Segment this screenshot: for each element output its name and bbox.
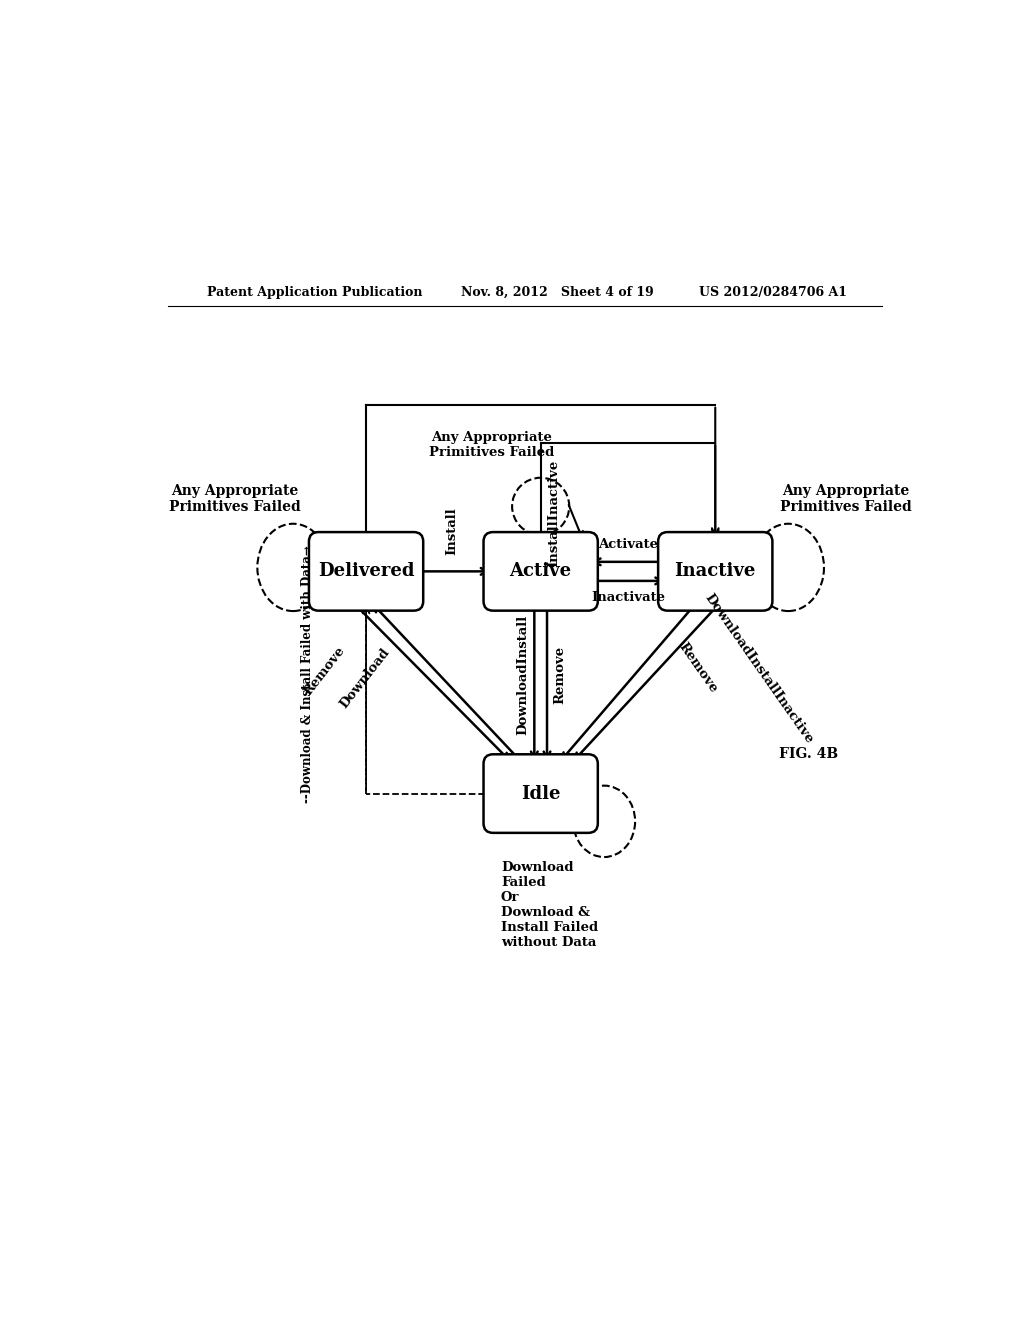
Text: Nov. 8, 2012   Sheet 4 of 19: Nov. 8, 2012 Sheet 4 of 19	[462, 285, 654, 298]
Text: Patent Application Publication: Patent Application Publication	[207, 285, 423, 298]
Text: --Download & Install Failed with Data→: --Download & Install Failed with Data→	[301, 545, 314, 804]
Text: Any Appropriate
Primitives Failed: Any Appropriate Primitives Failed	[429, 430, 554, 458]
Text: Any Appropriate
Primitives Failed: Any Appropriate Primitives Failed	[169, 484, 301, 515]
Text: Inactive: Inactive	[675, 562, 756, 581]
Text: Remove: Remove	[302, 644, 348, 697]
Text: Remove: Remove	[676, 640, 720, 696]
Text: US 2012/0284706 A1: US 2012/0284706 A1	[699, 285, 848, 298]
Text: FIG. 4B: FIG. 4B	[779, 747, 838, 760]
Text: DownloadInstallInactive: DownloadInstallInactive	[702, 591, 816, 746]
Text: Idle: Idle	[521, 784, 560, 803]
FancyBboxPatch shape	[658, 532, 772, 611]
Text: Delivered: Delivered	[317, 562, 415, 581]
Text: Download: Download	[337, 645, 392, 711]
Text: Activate: Activate	[598, 537, 658, 550]
Text: Inactivate: Inactivate	[591, 591, 665, 605]
FancyBboxPatch shape	[483, 754, 598, 833]
Text: Remove: Remove	[553, 645, 566, 704]
Text: Install: Install	[445, 508, 459, 556]
Text: Active: Active	[510, 562, 571, 581]
Text: InstallInactive: InstallInactive	[547, 461, 560, 568]
FancyBboxPatch shape	[309, 532, 423, 611]
Text: Download
Failed
Or
Download &
Install Failed
without Data: Download Failed Or Download & Install Fa…	[501, 861, 598, 949]
Text: Any Appropriate
Primitives Failed: Any Appropriate Primitives Failed	[780, 484, 912, 515]
Text: DownloadInstall: DownloadInstall	[517, 614, 529, 735]
FancyBboxPatch shape	[483, 532, 598, 611]
